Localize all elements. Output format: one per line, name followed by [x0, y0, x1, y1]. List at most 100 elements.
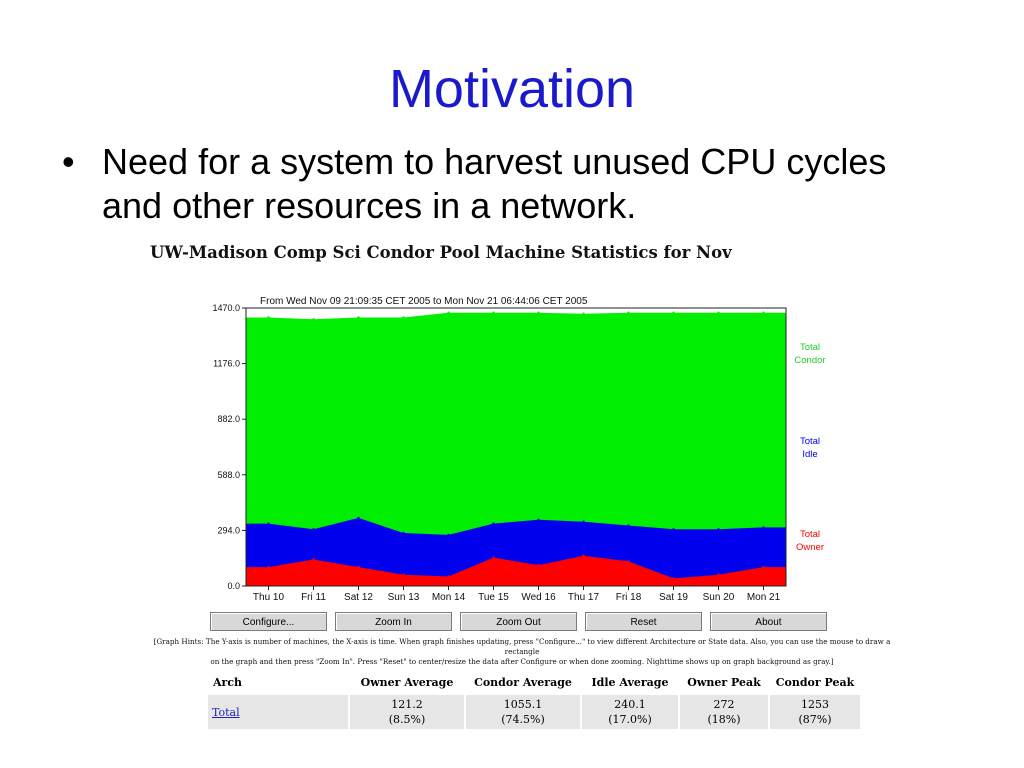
- data-point: [582, 554, 585, 557]
- idle-average-value: 240.1: [614, 698, 646, 711]
- data-point: [717, 573, 720, 576]
- x-tick-label: Mon 21: [747, 592, 781, 603]
- owner-peak-value: 272: [713, 698, 735, 711]
- data-point: [312, 318, 315, 321]
- x-tick-label: Tue 15: [478, 592, 509, 603]
- data-point: [447, 575, 450, 578]
- bullet-text: Need for a system to harvest unused CPU …: [102, 141, 887, 226]
- series-area-total-owner: [246, 555, 786, 586]
- data-point: [762, 526, 765, 529]
- header-owner-peak: Owner Peak: [687, 676, 761, 689]
- x-tick-label: Sun 13: [388, 592, 420, 603]
- data-point: [717, 311, 720, 314]
- legend-label: Idle: [802, 449, 817, 460]
- data-point: [537, 311, 540, 314]
- x-tick-label: Sun 20: [703, 592, 735, 603]
- condor-average-pct: (74.5%): [501, 713, 545, 726]
- condor-chart[interactable]: 0.0 294.0 588.0 882.0 1176.0 1470.0 Thu 10 Fri …: [200, 290, 840, 615]
- idle-average-pct: (17.0%): [608, 713, 652, 726]
- table-row: Total 121.2 (8.5%) 1055.1 (74.5%) 240.1 (17…: [206, 693, 862, 731]
- y-tick-label: 1176.0: [213, 359, 240, 369]
- reset-button[interactable]: Reset: [585, 612, 702, 631]
- owner-peak-cell: 272 (18%): [678, 693, 770, 731]
- condor-average-value: 1055.1: [503, 698, 543, 711]
- arch-total-link[interactable]: Total: [212, 705, 240, 719]
- data-point: [267, 522, 270, 525]
- data-point: [492, 311, 495, 314]
- data-point: [447, 533, 450, 537]
- bullet-marker: •: [62, 141, 75, 182]
- chart-range-title: From Wed Nov 09 21:09:35 CET 2005 to Mon…: [260, 296, 588, 307]
- data-point: [402, 531, 405, 535]
- data-point: [402, 573, 405, 576]
- data-point: [672, 311, 675, 314]
- zoom-in-button[interactable]: Zoom In: [335, 612, 452, 631]
- owner-average-pct: (8.5%): [388, 713, 426, 726]
- header-arch: Arch: [213, 676, 243, 689]
- owner-average-value: 121.2: [391, 698, 423, 711]
- x-tick-label: Sat 12: [344, 592, 373, 603]
- y-tick-label: 588.0: [217, 470, 240, 480]
- slide-title: Motivation: [388, 59, 636, 119]
- legend-label: Total: [800, 342, 820, 353]
- data-point: [672, 528, 675, 531]
- data-point: [537, 564, 540, 567]
- series-area-total-idle: [246, 517, 786, 586]
- data-point: [402, 316, 405, 319]
- header-condor-peak: Condor Peak: [775, 676, 855, 689]
- chart-button-row: Configure... Zoom In Zoom Out Reset Abou…: [210, 612, 830, 632]
- data-point: [762, 565, 765, 569]
- x-tick-label: Wed 16: [521, 592, 556, 603]
- series-area-total-condor: [246, 312, 786, 586]
- stats-page-title: UW-Madison Comp Sci Condor Pool Machine …: [150, 243, 732, 262]
- data-point: [447, 311, 450, 314]
- graph-hints-line-1: [Graph Hints: The Y-axis is number of ma…: [153, 637, 891, 656]
- x-tick-label: Thu 17: [568, 592, 600, 603]
- data-point: [717, 528, 720, 531]
- legend-label: Owner: [796, 542, 824, 553]
- data-point: [582, 312, 585, 315]
- data-point: [627, 311, 630, 314]
- legend-label: Total: [800, 529, 820, 540]
- data-point: [357, 565, 360, 569]
- data-point: [672, 577, 675, 580]
- data-point: [357, 316, 360, 319]
- idle-average-cell: 240.1 (17.0%): [580, 693, 680, 731]
- data-point: [582, 520, 585, 523]
- data-point: [267, 565, 270, 569]
- data-point: [312, 558, 315, 561]
- header-owner-average: Owner Average: [360, 676, 454, 689]
- condor-peak-cell: 1253 (87%): [768, 693, 862, 731]
- y-tick-label: 882.0: [217, 414, 240, 424]
- data-point: [537, 518, 540, 521]
- stats-table: Arch Owner Average Condor Average Idle A…: [206, 672, 862, 731]
- condor-average-cell: 1055.1 (74.5%): [464, 693, 582, 731]
- data-point: [627, 560, 630, 563]
- stats-table-header-row: Arch Owner Average Condor Average Idle A…: [207, 672, 861, 694]
- x-tick-label: Thu 10: [253, 592, 285, 603]
- owner-peak-pct: (18%): [707, 713, 741, 726]
- graph-hints-line-2: on the graph and then press "Zoom In". P…: [210, 657, 834, 666]
- condor-peak-pct: (87%): [798, 713, 832, 726]
- y-tick-label: 294.0: [217, 525, 240, 535]
- x-tick-label: Fri 18: [616, 592, 642, 603]
- y-tick-label: 0.0: [227, 581, 240, 591]
- header-condor-average: Condor Average: [474, 676, 572, 689]
- data-point: [312, 528, 315, 531]
- y-tick-label: 1470.0: [212, 303, 240, 313]
- chart-svg[interactable]: 0.0 294.0 588.0 882.0 1176.0 1470.0 Thu 10 Fri …: [200, 290, 840, 610]
- configure-button[interactable]: Configure...: [210, 612, 327, 631]
- x-tick-label: Mon 14: [432, 592, 466, 603]
- data-point: [492, 556, 495, 559]
- x-tick-label: Fri 11: [301, 592, 326, 603]
- data-point: [627, 524, 630, 527]
- data-point: [492, 522, 495, 525]
- data-point: [762, 311, 765, 314]
- about-button[interactable]: About: [710, 612, 827, 631]
- header-idle-average: Idle Average: [591, 676, 669, 689]
- legend-label: Condor: [794, 355, 825, 366]
- owner-average-cell: 121.2 (8.5%): [348, 693, 466, 731]
- plot-frame: [245, 307, 787, 587]
- zoom-out-button[interactable]: Zoom Out: [460, 612, 577, 631]
- data-point: [357, 516, 360, 520]
